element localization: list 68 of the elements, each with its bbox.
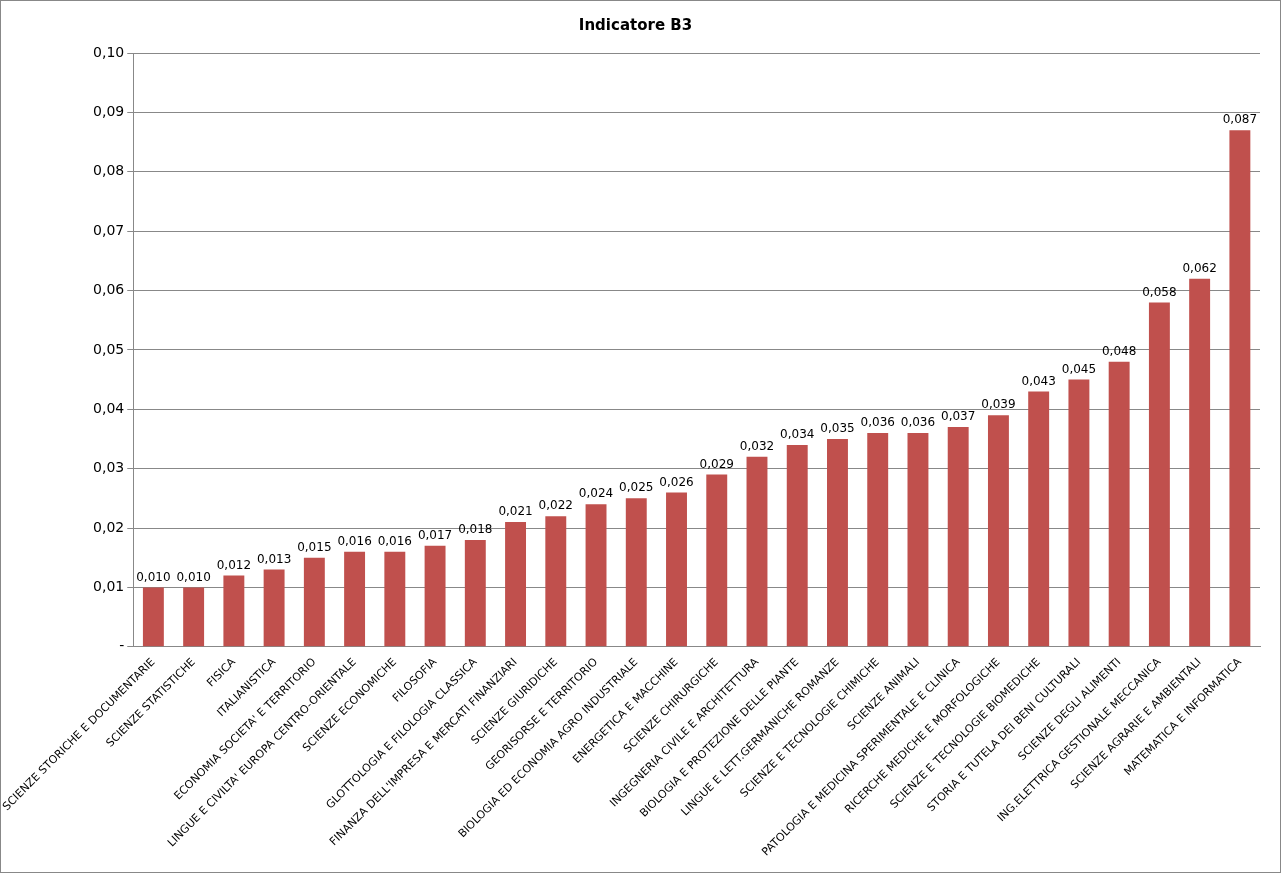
data-label: 0,022 [538,498,573,513]
data-label: 0,015 [297,539,332,554]
data-label: 0,026 [659,474,694,489]
y-tick-label: 0,04 [93,399,125,416]
data-label: 0,010 [136,569,171,584]
data-label: 0,058 [1142,284,1177,299]
bar [1229,130,1251,647]
bar [424,545,446,647]
bar [987,415,1009,647]
data-label: 0,036 [900,415,936,430]
bar [263,569,285,647]
bar [786,444,808,647]
data-label: 0,045 [1061,361,1097,376]
data-label: 0,087 [1222,112,1258,127]
bar [746,456,768,647]
bar [1148,302,1170,647]
bar [907,433,929,647]
data-label: 0,016 [377,533,413,548]
y-tick-label: 0,03 [93,459,125,476]
data-label: 0,062 [1182,260,1217,275]
y-tick-label: 0,02 [93,518,125,535]
bar [303,557,325,647]
data-label: 0,013 [256,551,292,566]
y-tick-label: 0,08 [93,162,125,179]
data-label: 0,024 [578,486,614,501]
data-label: 0,021 [498,504,533,519]
data-label: 0,037 [941,409,976,424]
data-label: 0,012 [216,557,252,572]
bar [505,522,527,647]
data-label: 0,017 [417,527,453,542]
bar [1028,391,1050,647]
y-tick-label: 0,05 [93,340,125,357]
data-label: 0,048 [1101,343,1137,358]
bar [344,551,366,647]
chart-title: Indicatore B3 [578,15,693,34]
data-label: 0,032 [739,438,775,453]
bar [1189,278,1211,647]
y-tick-label: 0,07 [93,221,125,238]
bar [625,498,647,647]
bar [183,587,205,647]
bar [827,438,848,647]
data-label: 0,010 [176,569,211,584]
bar [464,539,486,647]
data-label: 0,029 [699,456,734,471]
data-label: 0,016 [337,533,372,548]
bar [867,433,889,647]
data-label: 0,039 [981,397,1016,412]
bar [1068,379,1090,647]
bar [706,474,728,647]
data-label: 0,034 [780,427,815,442]
y-tick-label: 0,01 [93,578,125,595]
data-label: 0,036 [860,415,895,430]
bar [142,587,164,647]
data-label: 0,018 [458,522,493,537]
data-label: 0,025 [619,480,654,495]
data-label: 0,043 [1021,373,1056,388]
bar [1108,361,1130,647]
bar [223,575,245,647]
y-tick-label: 0,09 [93,103,125,120]
bar [666,492,687,647]
bar [585,504,607,647]
bar [545,516,567,647]
y-tick-label: - [119,637,125,654]
bar [947,427,969,647]
data-label: 0,035 [820,421,855,436]
bar [384,551,406,647]
y-tick-label: 0,06 [93,281,125,298]
y-tick-label: 0,10 [93,43,125,60]
